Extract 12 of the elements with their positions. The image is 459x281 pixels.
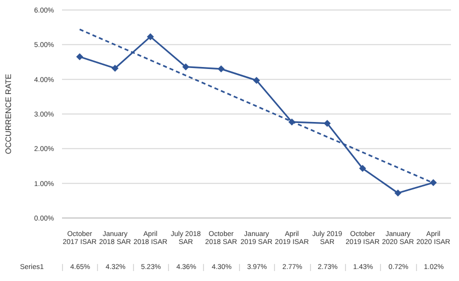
- y-axis-title: OCCURRENCE RATE: [4, 74, 13, 154]
- point: [182, 63, 190, 70]
- point: [394, 190, 402, 197]
- point: [253, 76, 260, 84]
- point: [218, 65, 225, 72]
- point: [324, 120, 331, 127]
- point: [288, 118, 296, 126]
- point: [359, 164, 366, 172]
- point: [430, 179, 437, 186]
- point: [146, 33, 154, 40]
- point: [112, 64, 119, 72]
- point: [76, 53, 84, 60]
